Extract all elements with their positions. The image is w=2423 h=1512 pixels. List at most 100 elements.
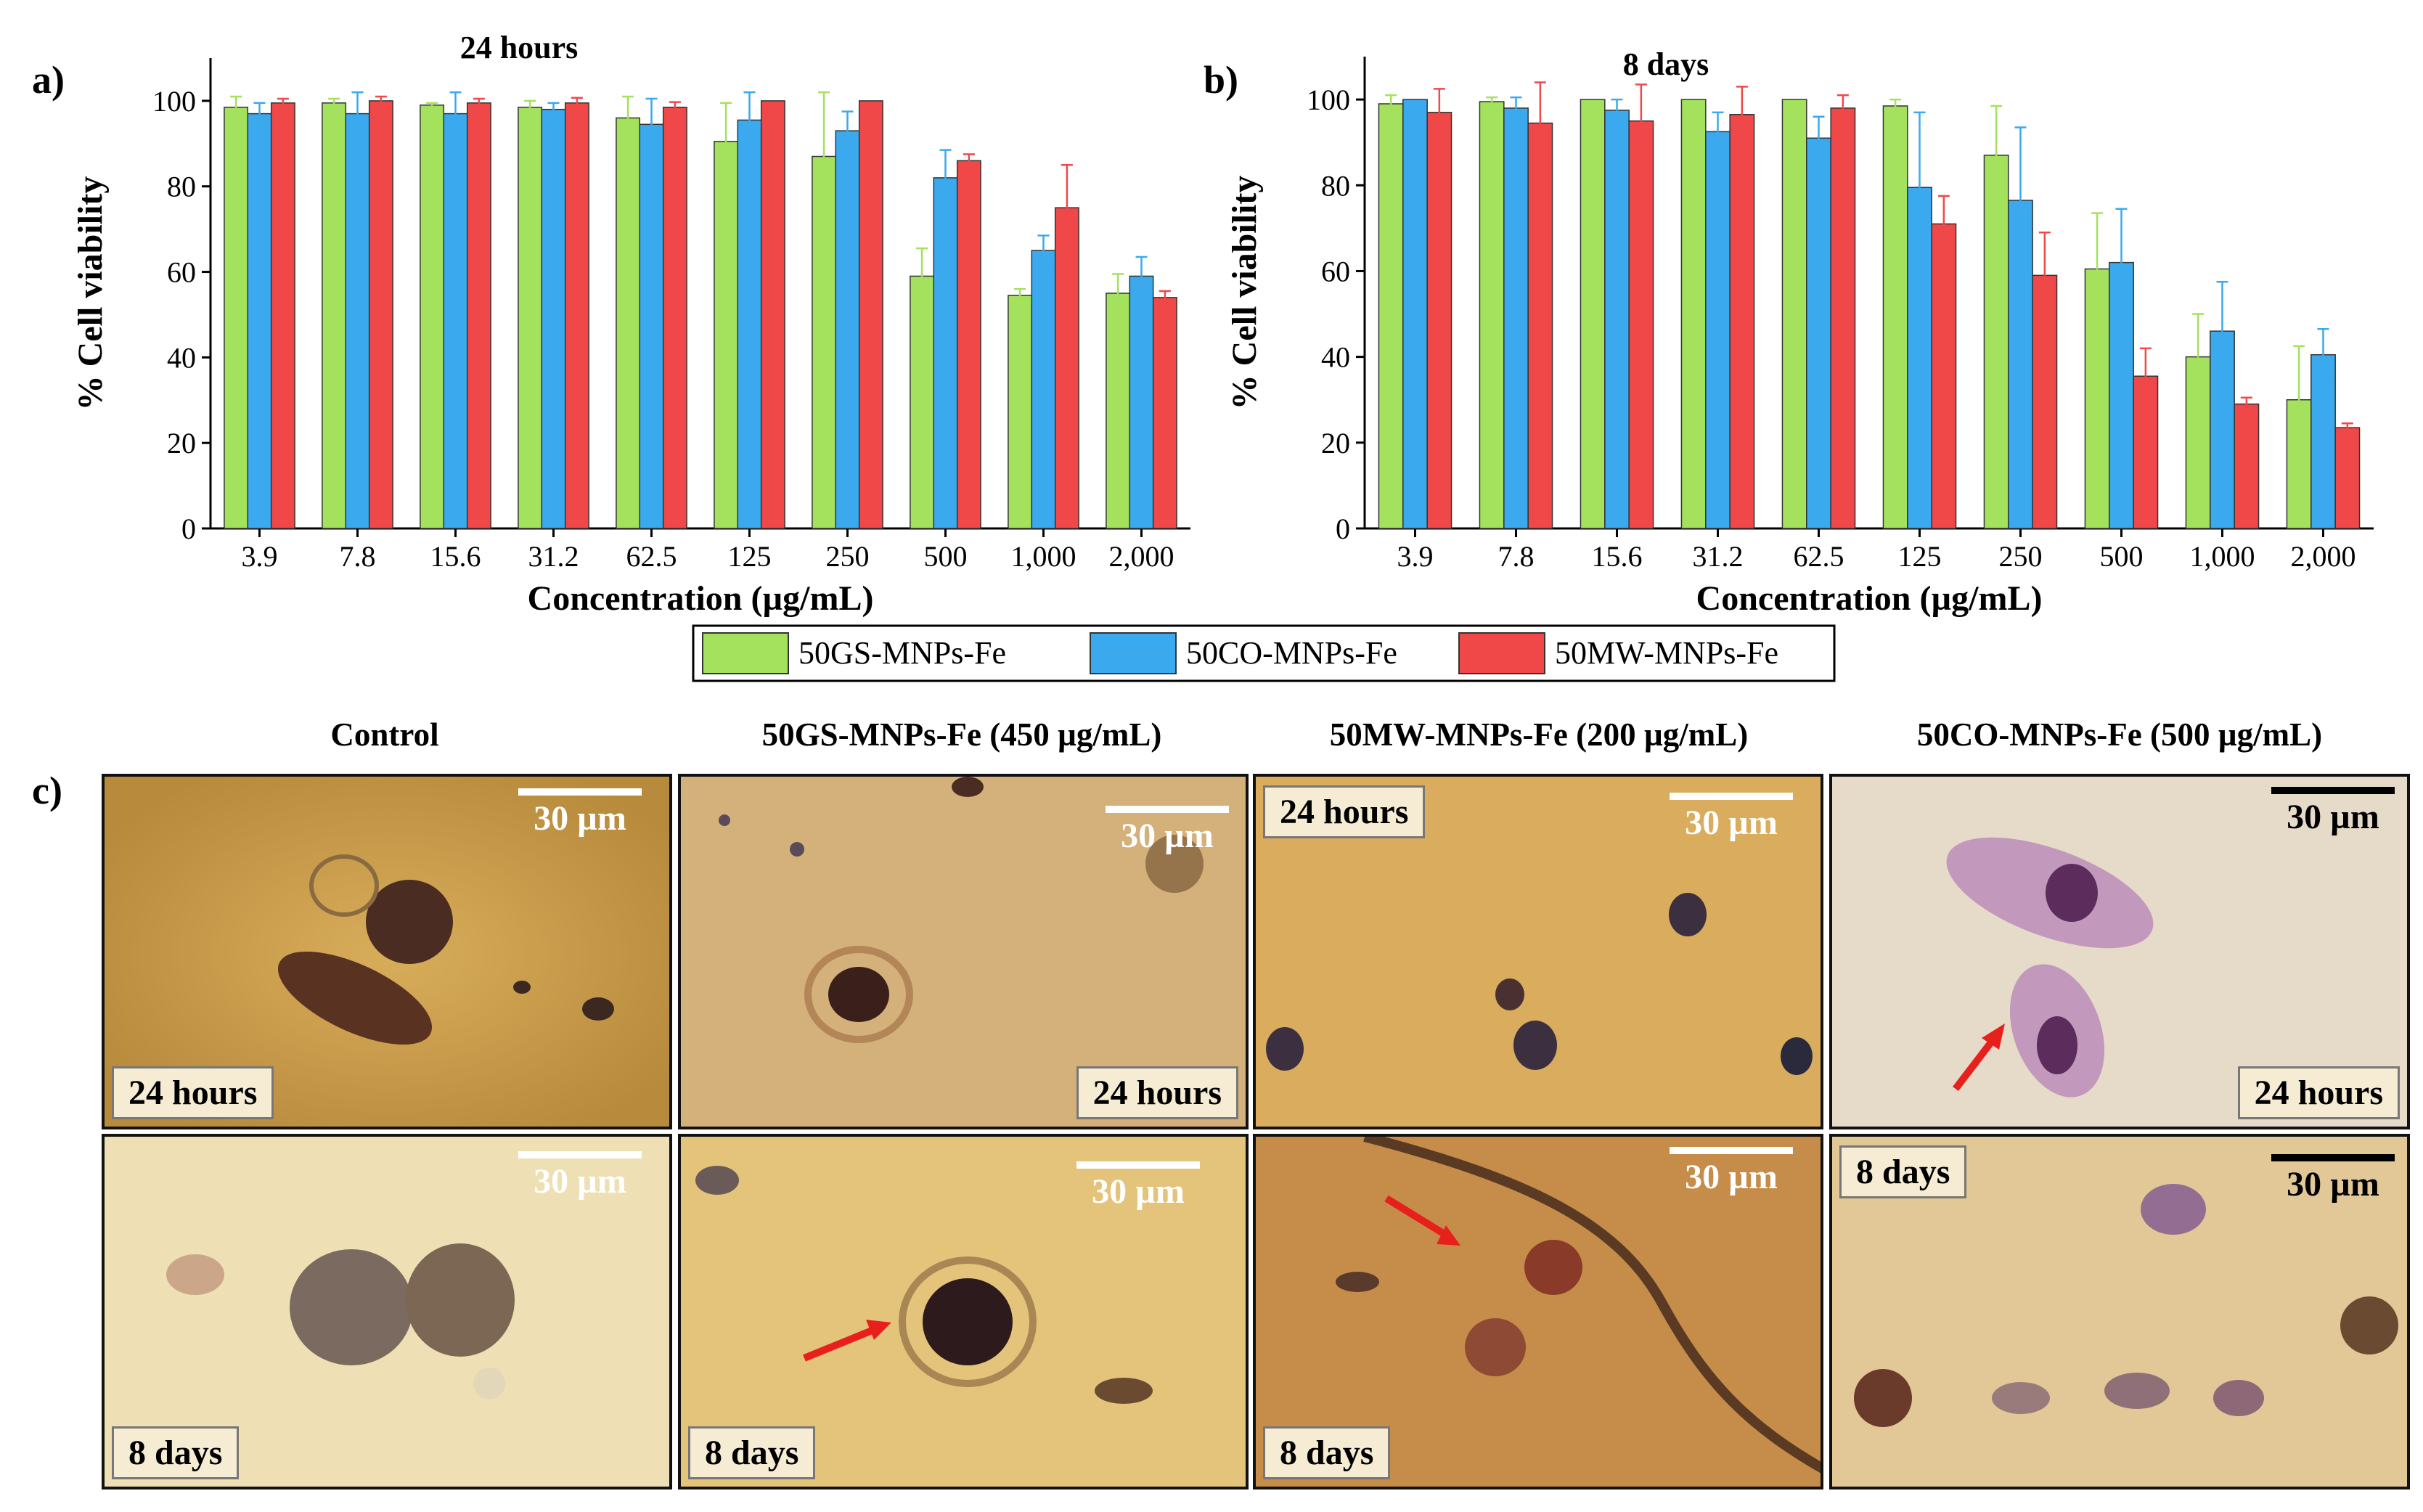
micrograph-control-8d: 8 days 30 µm: [102, 1134, 672, 1489]
bar: [2334, 427, 2361, 529]
time-tag: 8 days: [112, 1426, 240, 1479]
charts-canvas: 0 20 40 60 80 100 3.9 7.8 15.6 31.2 62.5 125 250 500 1…: [32, 30, 2374, 682]
time-tag: 24 hours: [1263, 785, 1426, 839]
arrow-head: [1982, 1023, 2005, 1050]
micrograph-co-8d: 8 days 30 µm: [1829, 1134, 2410, 1489]
scale-bar: 30 µm: [1670, 793, 1793, 843]
y-tick-label: 60: [1321, 255, 1350, 287]
bar: [1931, 223, 1957, 529]
legend-swatch: [1090, 632, 1177, 674]
micrograph-control-24h: 24 hours 30 µm: [102, 774, 672, 1129]
bar: [956, 160, 981, 529]
legend-entry: 50GS-MNPs-Fe: [798, 635, 1006, 671]
bar: [1628, 120, 1654, 529]
bar: [270, 102, 295, 529]
bar: [224, 106, 249, 529]
bar: [345, 113, 370, 529]
scale-bar: 30 µm: [1106, 806, 1229, 856]
time-tag: 24 hours: [112, 1066, 274, 1119]
bar: [1503, 107, 1529, 529]
arrow-shaft: [1384, 1195, 1449, 1239]
y-tick-label: 40: [167, 341, 196, 374]
bar: [858, 100, 883, 529]
bar: [760, 100, 785, 529]
y-axis-label: % Cell viability: [71, 176, 110, 411]
scale-bar: 30 µm: [1076, 1161, 1200, 1211]
x-tick-label: 3.9: [242, 540, 278, 573]
time-tag: 8 days: [1263, 1426, 1391, 1479]
time-tag: 8 days: [1839, 1145, 1967, 1199]
chart-title: 24 hours: [460, 30, 579, 65]
scale-bar: 30 µm: [518, 788, 642, 838]
chart-0: 0 20 40 60 80 100 3.9 7.8 15.6 31.2 62.5 125 250 500 1…: [32, 30, 1190, 618]
y-tick-label: 0: [1336, 512, 1350, 545]
y-tick-label: 80: [167, 171, 196, 203]
x-tick-label: 250: [1999, 540, 2043, 573]
x-tick-label: 500: [924, 540, 968, 573]
bar: [1106, 293, 1131, 529]
x-axis-label: Concentration (µg/mL): [528, 579, 874, 618]
x-tick-label: 500: [2100, 540, 2144, 573]
bar: [322, 102, 347, 529]
bar: [420, 105, 445, 529]
bar: [1680, 99, 1707, 529]
x-tick-label: 31.2: [1693, 540, 1744, 573]
bar: [466, 102, 491, 529]
bar: [518, 106, 543, 529]
bar: [1129, 275, 1154, 529]
legend: 50GS-MNPs-Fe 50CO-MNPs-Fe 50MW-MNPs-Fe: [692, 624, 1836, 682]
scale-bar: 30 µm: [1670, 1147, 1793, 1197]
chart-1: 0 20 40 60 80 100 3.9 7.8 15.6 31.2 62.5 125 250 500 1…: [1204, 46, 2374, 618]
micrograph-gs-24h: 24 hours 30 µm: [678, 774, 1249, 1129]
bar: [835, 130, 860, 529]
y-tick-label: 20: [167, 427, 196, 459]
column-title-control: Control: [330, 716, 439, 753]
column-title-co: 50CO-MNPs-Fe (500 µg/mL): [1916, 716, 2323, 753]
bar: [443, 113, 468, 529]
bar: [1378, 103, 1404, 529]
bar: [714, 141, 739, 529]
bar: [1152, 297, 1177, 529]
bar: [1479, 101, 1505, 529]
bar: [1031, 250, 1056, 529]
arrow-head: [1437, 1225, 1460, 1246]
y-tick-label: 20: [1321, 427, 1350, 459]
bar: [1580, 99, 1606, 529]
chart-title: 8 days: [1623, 46, 1709, 82]
x-tick-label: 15.6: [430, 540, 481, 573]
y-tick-label: 100: [152, 85, 196, 118]
x-tick-label: 3.9: [1397, 540, 1434, 573]
arrow-head: [866, 1320, 891, 1340]
bar: [1781, 99, 1807, 529]
arrow-shaft: [803, 1325, 877, 1362]
y-tick-label: 60: [167, 256, 196, 289]
bar: [541, 108, 566, 529]
bar: [1054, 207, 1079, 529]
bar: [1830, 107, 1856, 529]
bar: [1705, 131, 1731, 529]
legend-swatch: [702, 632, 789, 674]
x-tick-label: 7.8: [340, 540, 376, 573]
bar: [2234, 403, 2260, 529]
panel-label: a): [32, 58, 65, 102]
x-tick-label: 1,000: [2190, 540, 2255, 573]
bar: [639, 123, 664, 529]
y-tick-label: 100: [1307, 83, 1350, 116]
x-tick-label: 15.6: [1592, 540, 1643, 573]
legend-entry: 50MW-MNPs-Fe: [1555, 635, 1778, 671]
arrow-shaft: [1953, 1034, 1998, 1092]
column-title-gs: 50GS-MNPs-Fe (450 µg/mL): [761, 716, 1162, 753]
panel-label-c: c): [32, 769, 62, 812]
bar: [1729, 114, 1755, 529]
bar: [662, 106, 687, 529]
x-tick-label: 2,000: [2291, 540, 2356, 573]
panel-label: b): [1204, 58, 1238, 102]
bar: [564, 102, 589, 529]
bar: [910, 275, 935, 529]
scale-bar: 30 µm: [518, 1151, 642, 1201]
bar: [1402, 99, 1428, 529]
x-tick-label: 62.5: [626, 540, 677, 573]
y-axis-label: % Cell viability: [1225, 176, 1264, 410]
time-tag: 24 hours: [1076, 1066, 1238, 1119]
bar: [933, 177, 958, 529]
